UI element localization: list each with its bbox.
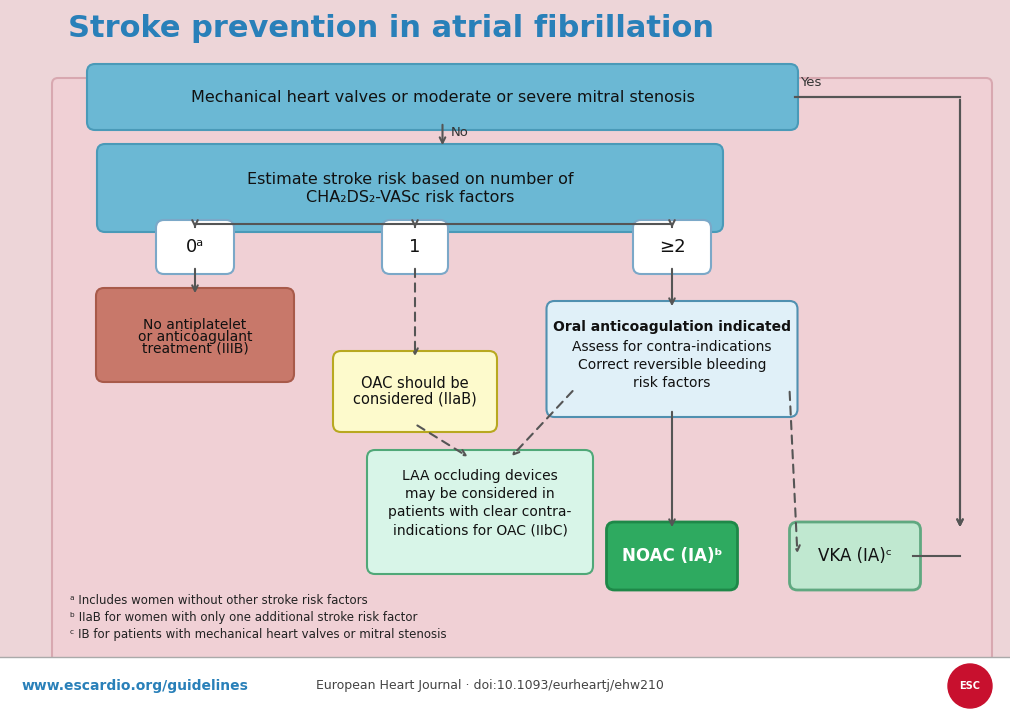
Text: Yes: Yes (800, 76, 821, 89)
Text: patients with clear contra-: patients with clear contra- (388, 505, 572, 519)
Text: Correct reversible bleeding: Correct reversible bleeding (578, 358, 767, 372)
Text: may be considered in: may be considered in (405, 487, 554, 501)
Text: risk factors: risk factors (633, 376, 711, 390)
FancyBboxPatch shape (367, 450, 593, 574)
FancyBboxPatch shape (156, 220, 234, 274)
Text: treatment (IIIB): treatment (IIIB) (141, 342, 248, 356)
Text: ᵇ IIaB for women with only one additional stroke risk factor: ᵇ IIaB for women with only one additiona… (70, 611, 417, 624)
FancyBboxPatch shape (382, 220, 448, 274)
Text: Assess for contra-indications: Assess for contra-indications (573, 340, 772, 354)
Text: Estimate stroke risk based on number of: Estimate stroke risk based on number of (246, 173, 574, 188)
FancyBboxPatch shape (52, 78, 992, 662)
FancyBboxPatch shape (97, 144, 723, 232)
Text: No: No (450, 126, 469, 139)
Text: No antiplatelet: No antiplatelet (143, 318, 246, 332)
FancyBboxPatch shape (606, 522, 737, 590)
Text: CHA₂DS₂-VASc risk factors: CHA₂DS₂-VASc risk factors (306, 191, 514, 206)
Circle shape (948, 664, 992, 708)
Text: indications for OAC (IIbC): indications for OAC (IIbC) (393, 523, 568, 537)
Text: considered (IIaB): considered (IIaB) (354, 392, 477, 407)
Text: ≥2: ≥2 (659, 238, 686, 256)
Text: OAC should be: OAC should be (362, 376, 469, 391)
FancyBboxPatch shape (546, 301, 798, 417)
Text: ESC: ESC (960, 681, 981, 691)
Text: NOAC (IA)ᵇ: NOAC (IA)ᵇ (622, 547, 722, 565)
FancyBboxPatch shape (87, 64, 798, 130)
Text: ᶜ IB for patients with mechanical heart valves or mitral stenosis: ᶜ IB for patients with mechanical heart … (70, 628, 446, 641)
Text: Mechanical heart valves or moderate or severe mitral stenosis: Mechanical heart valves or moderate or s… (191, 89, 695, 104)
Text: 1: 1 (409, 238, 421, 256)
FancyBboxPatch shape (633, 220, 711, 274)
Text: or anticoagulant: or anticoagulant (137, 330, 252, 344)
FancyBboxPatch shape (96, 288, 294, 382)
Text: 0ᵃ: 0ᵃ (186, 238, 204, 256)
Text: LAA occluding devices: LAA occluding devices (402, 469, 558, 483)
Text: ᵃ Includes women without other stroke risk factors: ᵃ Includes women without other stroke ri… (70, 594, 368, 607)
FancyBboxPatch shape (333, 351, 497, 432)
Text: www.escardio.org/guidelines: www.escardio.org/guidelines (22, 679, 248, 693)
Text: Stroke prevention in atrial fibrillation: Stroke prevention in atrial fibrillation (68, 14, 714, 43)
Text: VKA (IA)ᶜ: VKA (IA)ᶜ (818, 547, 892, 565)
Text: Oral anticoagulation indicated: Oral anticoagulation indicated (553, 320, 791, 334)
FancyBboxPatch shape (0, 657, 1010, 714)
Text: European Heart Journal · doi:10.1093/eurheartj/ehw210: European Heart Journal · doi:10.1093/eur… (316, 680, 664, 693)
FancyBboxPatch shape (790, 522, 920, 590)
